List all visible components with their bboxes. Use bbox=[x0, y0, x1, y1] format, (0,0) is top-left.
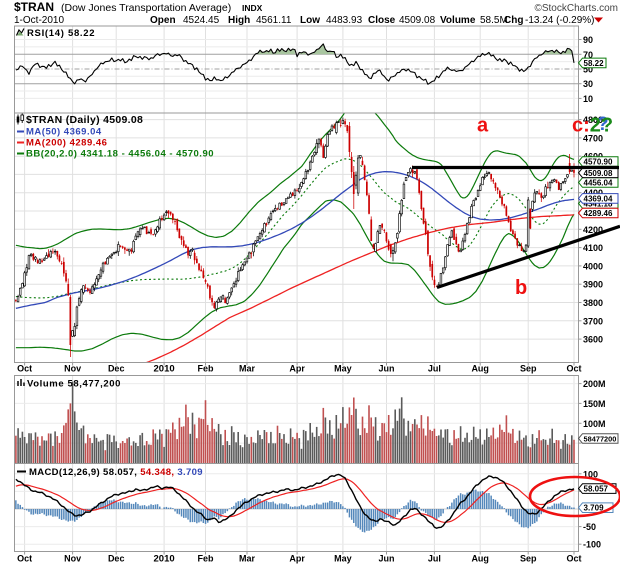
svg-text:-100: -100 bbox=[583, 540, 601, 550]
svg-text:4509.08: 4509.08 bbox=[399, 15, 436, 26]
svg-text:Apr: Apr bbox=[289, 554, 305, 564]
svg-text:Feb: Feb bbox=[197, 364, 214, 374]
svg-text:RSI(14) 58.22: RSI(14) 58.22 bbox=[27, 28, 95, 39]
svg-text:4561.11: 4561.11 bbox=[256, 15, 292, 26]
svg-text:Jun: Jun bbox=[378, 554, 394, 564]
svg-text:Nov: Nov bbox=[64, 554, 81, 564]
svg-text:1-Oct-2010: 1-Oct-2010 bbox=[14, 15, 64, 26]
svg-text:4289.46: 4289.46 bbox=[584, 209, 613, 218]
svg-text:58.22: 58.22 bbox=[584, 59, 605, 68]
svg-text:3600: 3600 bbox=[583, 335, 603, 345]
svg-text:Sep: Sep bbox=[520, 364, 537, 374]
svg-text:BB(20,2.0) 4341.18 - 4456.04 -: BB(20,2.0) 4341.18 - 4456.04 - 4570.90 bbox=[26, 149, 214, 160]
svg-text:Close: Close bbox=[368, 15, 396, 26]
svg-text:May: May bbox=[334, 364, 352, 374]
svg-text:200M: 200M bbox=[583, 379, 606, 389]
svg-text:3900: 3900 bbox=[583, 280, 603, 290]
svg-text:Open: Open bbox=[150, 15, 176, 26]
svg-text:4570.90: 4570.90 bbox=[584, 158, 613, 167]
svg-text:MACD(12,26,9) 58.057, 54.348,: MACD(12,26,9) 58.057, 54.348, 3.709 bbox=[29, 467, 203, 478]
svg-text:Jun: Jun bbox=[378, 364, 394, 374]
svg-text:2010: 2010 bbox=[154, 364, 175, 375]
svg-text:a: a bbox=[477, 115, 489, 137]
svg-text:-50: -50 bbox=[583, 522, 596, 532]
svg-text:4369.04: 4369.04 bbox=[584, 194, 613, 203]
svg-text:MA(200) 4289.46: MA(200) 4289.46 bbox=[26, 138, 107, 149]
svg-text:4456.04: 4456.04 bbox=[584, 179, 613, 188]
svg-text:4200: 4200 bbox=[583, 225, 603, 235]
svg-text:58477200: 58477200 bbox=[584, 435, 617, 444]
svg-text:4483.93: 4483.93 bbox=[326, 15, 363, 26]
svg-text:Dec: Dec bbox=[108, 554, 125, 564]
svg-text:4509.08: 4509.08 bbox=[584, 169, 613, 178]
svg-text:4341.18: 4341.18 bbox=[584, 200, 613, 209]
svg-text:MA(50) 4369.04: MA(50) 4369.04 bbox=[26, 127, 102, 138]
svg-text:2010: 2010 bbox=[154, 554, 175, 565]
svg-text:Apr: Apr bbox=[289, 364, 305, 374]
svg-text:Chg: Chg bbox=[504, 15, 523, 26]
svg-text:90: 90 bbox=[583, 35, 593, 45]
svg-text:May: May bbox=[334, 554, 352, 564]
svg-text:10: 10 bbox=[583, 94, 593, 104]
svg-text:Mar: Mar bbox=[239, 364, 256, 374]
svg-text:Low: Low bbox=[300, 15, 320, 26]
svg-text:Jul: Jul bbox=[428, 364, 441, 374]
svg-text:3800: 3800 bbox=[583, 298, 603, 308]
svg-text:4800: 4800 bbox=[583, 115, 603, 125]
svg-text:30: 30 bbox=[583, 79, 593, 89]
svg-text:(Dow Jones Transportation Aver: (Dow Jones Transportation Average) bbox=[61, 2, 231, 14]
svg-text:4700: 4700 bbox=[583, 133, 603, 143]
svg-text:?: ? bbox=[597, 114, 609, 135]
svg-text:150M: 150M bbox=[583, 399, 606, 409]
svg-text:4000: 4000 bbox=[583, 261, 603, 271]
svg-text:Oct: Oct bbox=[566, 364, 581, 374]
svg-text:$TRAN (Daily) 4509.08: $TRAN (Daily) 4509.08 bbox=[26, 114, 143, 126]
svg-text:Mar: Mar bbox=[239, 554, 256, 564]
svg-text:Nov: Nov bbox=[64, 364, 81, 374]
svg-text:Dec: Dec bbox=[108, 364, 125, 374]
svg-text:Oct: Oct bbox=[17, 554, 32, 564]
svg-text:Jul: Jul bbox=[428, 554, 441, 564]
svg-text:70: 70 bbox=[583, 50, 593, 60]
svg-text:Volume 58,477,200: Volume 58,477,200 bbox=[27, 379, 121, 390]
svg-text:3700: 3700 bbox=[583, 316, 603, 326]
svg-text:c:2?: c:2? bbox=[572, 115, 613, 137]
svg-text:58.057: 58.057 bbox=[584, 485, 609, 494]
svg-text:-13.24 (-0.29%): -13.24 (-0.29%) bbox=[525, 15, 594, 26]
svg-text:4524.45: 4524.45 bbox=[183, 15, 220, 26]
svg-text:50: 50 bbox=[583, 65, 593, 75]
svg-text:Sep: Sep bbox=[520, 554, 537, 564]
svg-text:High: High bbox=[228, 15, 250, 26]
svg-text:©StockCharts.com: ©StockCharts.com bbox=[534, 3, 618, 14]
svg-text:4100: 4100 bbox=[583, 243, 603, 253]
svg-text:58.5M: 58.5M bbox=[480, 15, 508, 26]
svg-text:100: 100 bbox=[583, 469, 598, 479]
svg-text:Volume: Volume bbox=[440, 15, 476, 26]
svg-text:Oct: Oct bbox=[17, 364, 32, 374]
svg-text:INDX: INDX bbox=[242, 3, 263, 13]
svg-text:Aug: Aug bbox=[471, 364, 489, 374]
svg-text:b: b bbox=[515, 277, 527, 299]
svg-text:100M: 100M bbox=[583, 419, 606, 429]
svg-text:Oct: Oct bbox=[566, 554, 581, 564]
svg-text:Feb: Feb bbox=[197, 554, 214, 564]
svg-text:Aug: Aug bbox=[471, 554, 489, 564]
svg-text:$TRAN: $TRAN bbox=[14, 0, 54, 14]
svg-text:3.709: 3.709 bbox=[584, 504, 605, 513]
